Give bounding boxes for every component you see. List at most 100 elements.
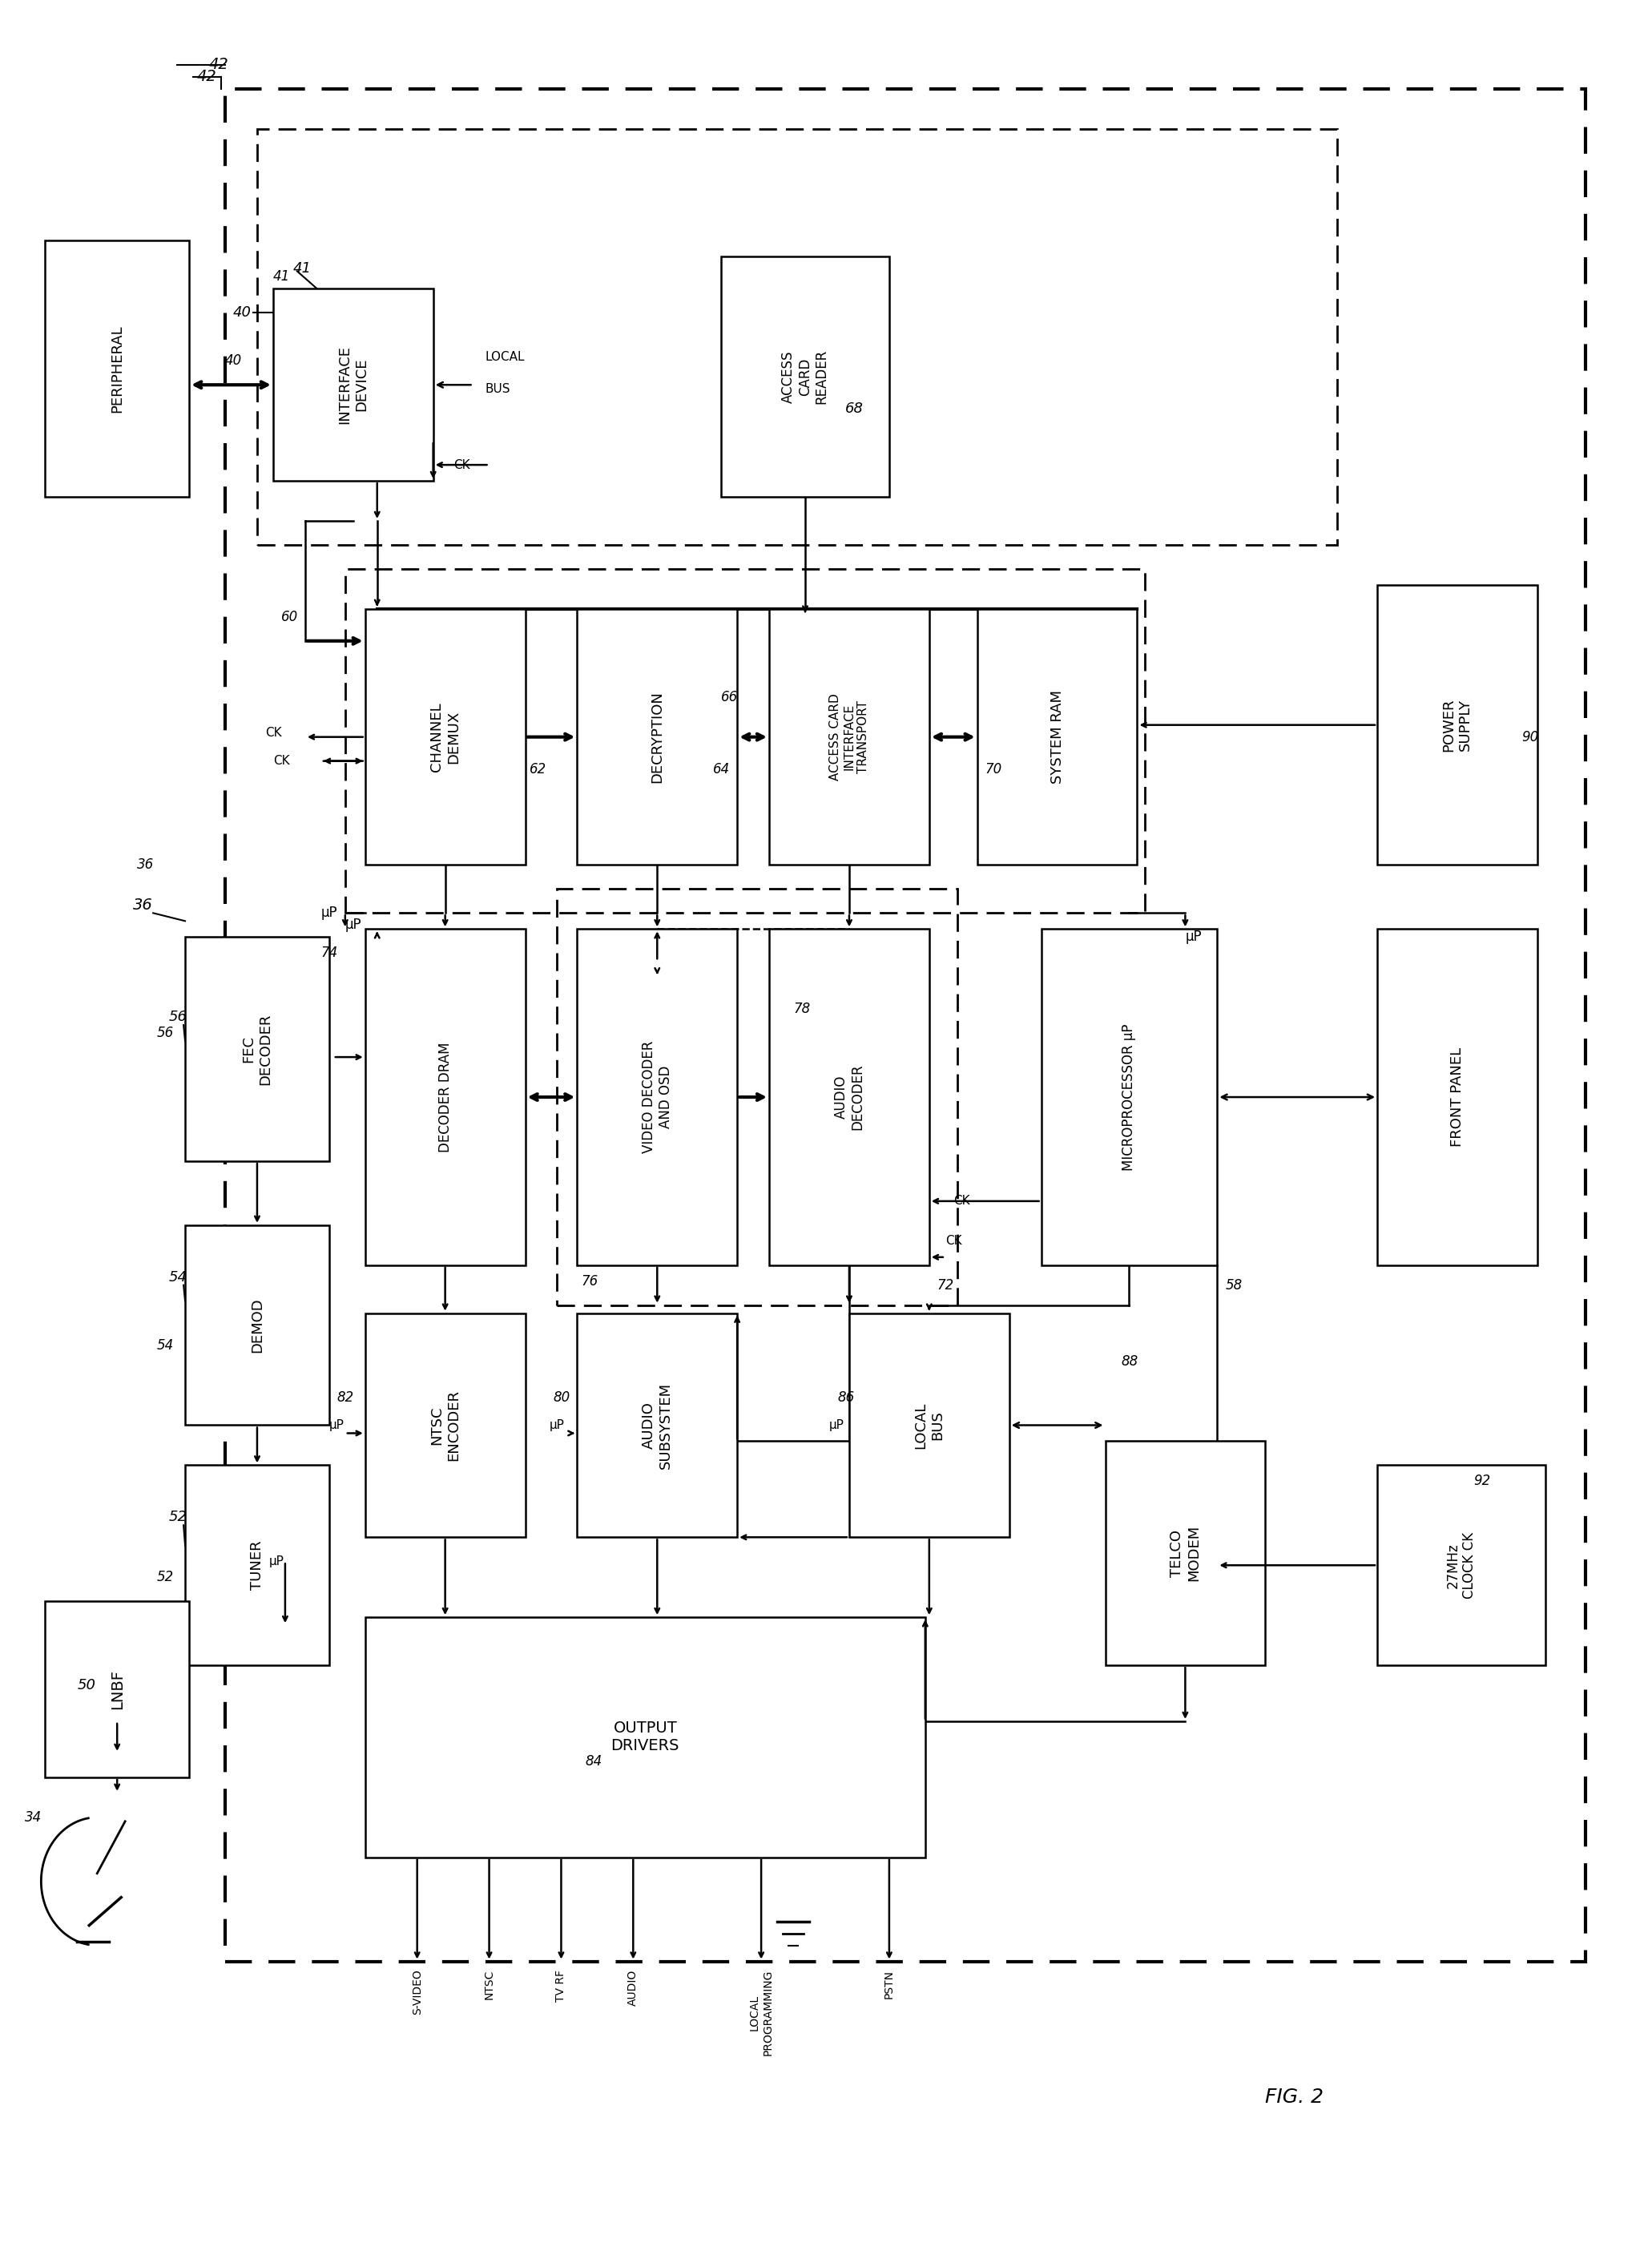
Text: ACCESS CARD
INTERFACE
TRANSPORT: ACCESS CARD INTERFACE TRANSPORT [829, 693, 869, 781]
Text: μP: μP [320, 906, 337, 920]
Text: 66: 66 [722, 691, 738, 704]
Text: 40: 40 [233, 305, 251, 321]
Text: 58: 58 [1226, 1279, 1242, 1292]
Text: 41: 41 [292, 262, 312, 276]
Text: OUTPUT
DRIVERS: OUTPUT DRIVERS [611, 1720, 679, 1754]
Text: AUDIO: AUDIO [628, 1969, 639, 2005]
Text: SYSTEM RAM: SYSTEM RAM [1051, 691, 1064, 783]
Text: 80: 80 [553, 1391, 570, 1404]
Text: TUNER: TUNER [249, 1541, 264, 1590]
Text: NTSC: NTSC [484, 1969, 494, 1999]
Bar [722, 256, 889, 498]
Text: 34: 34 [25, 1810, 43, 1824]
Text: CK: CK [273, 756, 289, 767]
Text: 52: 52 [157, 1570, 173, 1584]
Text: 56: 56 [169, 1009, 188, 1025]
Text: 41: 41 [273, 269, 291, 285]
Text: NTSC
ENCODER: NTSC ENCODER [430, 1391, 461, 1460]
Text: 86: 86 [838, 1391, 854, 1404]
Text: 76: 76 [582, 1274, 598, 1287]
Bar [185, 938, 329, 1162]
Text: AUDIO
SUBSYSTEM: AUDIO SUBSYSTEM [641, 1382, 672, 1469]
Text: 27MHz
CLOCK CK: 27MHz CLOCK CK [1446, 1532, 1477, 1599]
Text: POWER
SUPPLY: POWER SUPPLY [1442, 698, 1474, 751]
Bar [1378, 929, 1538, 1265]
Text: 92: 92 [1474, 1474, 1490, 1489]
Text: LOCAL
PROGRAMMING: LOCAL PROGRAMMING [748, 1969, 773, 2055]
Text: 36: 36 [137, 857, 154, 873]
Text: 72: 72 [937, 1279, 955, 1292]
Bar [365, 1617, 925, 1857]
Text: MICROPROCESSOR μP: MICROPROCESSOR μP [1122, 1023, 1137, 1171]
Bar [365, 929, 525, 1265]
Text: DECODER DRAM: DECODER DRAM [438, 1043, 453, 1153]
Text: LOCAL: LOCAL [486, 350, 525, 363]
Text: 84: 84 [585, 1754, 603, 1767]
Text: AUDIO
DECODER: AUDIO DECODER [834, 1063, 864, 1130]
Bar [273, 289, 433, 480]
Text: LOCAL
BUS: LOCAL BUS [914, 1402, 945, 1449]
Bar [345, 570, 1145, 913]
Text: 56: 56 [157, 1025, 173, 1041]
Text: TELCO
MODEM: TELCO MODEM [1170, 1525, 1201, 1581]
Text: ACCESS
CARD
READER: ACCESS CARD READER [781, 350, 829, 404]
Text: 64: 64 [714, 763, 730, 776]
Text: 68: 68 [846, 401, 864, 415]
Bar [849, 1312, 1009, 1536]
Bar [577, 608, 737, 866]
Bar [557, 888, 957, 1305]
Text: CK: CK [453, 460, 469, 471]
Text: CK: CK [264, 727, 281, 738]
Text: S-VIDEO: S-VIDEO [411, 1969, 423, 2014]
Text: CHANNEL
DEMUX: CHANNEL DEMUX [430, 702, 461, 772]
Text: 74: 74 [320, 947, 339, 960]
Text: FRONT PANEL: FRONT PANEL [1450, 1047, 1464, 1146]
Text: 50: 50 [78, 1678, 96, 1693]
Text: 60: 60 [281, 610, 297, 624]
Text: CK: CK [953, 1196, 970, 1207]
Text: 82: 82 [337, 1391, 354, 1404]
Bar [978, 608, 1137, 866]
Text: μP: μP [829, 1420, 844, 1431]
Bar [365, 1312, 525, 1536]
Text: 42: 42 [197, 70, 216, 85]
Text: μP: μP [548, 1420, 565, 1431]
Text: 78: 78 [793, 1003, 809, 1016]
Text: 90: 90 [1521, 729, 1538, 745]
Text: 52: 52 [169, 1510, 188, 1525]
Text: DECRYPTION: DECRYPTION [649, 691, 664, 783]
Text: 88: 88 [1122, 1355, 1138, 1368]
Text: CK: CK [945, 1236, 961, 1247]
Text: 40: 40 [225, 354, 243, 368]
Text: μP: μP [345, 917, 362, 933]
Text: 70: 70 [985, 763, 1003, 776]
Text: TV RF: TV RF [555, 1969, 567, 2001]
Bar [185, 1225, 329, 1424]
Text: PSTN: PSTN [884, 1969, 895, 1999]
Bar [1105, 1442, 1265, 1664]
Text: 54: 54 [157, 1339, 173, 1353]
Bar [185, 1465, 329, 1664]
Text: BUS: BUS [486, 384, 510, 395]
Bar [577, 1312, 737, 1536]
Bar [1378, 1465, 1545, 1664]
Text: μP: μP [269, 1554, 284, 1568]
Text: VIDEO DECODER
AND OSD: VIDEO DECODER AND OSD [641, 1041, 672, 1153]
Text: INTERFACE
DEVICE: INTERFACE DEVICE [337, 345, 368, 424]
Text: 54: 54 [169, 1270, 188, 1285]
Bar [258, 128, 1336, 545]
Bar [770, 608, 928, 866]
Text: DEMOD: DEMOD [249, 1299, 264, 1353]
Text: FIG. 2: FIG. 2 [1265, 2088, 1323, 2106]
Bar [1378, 585, 1538, 866]
Text: μP: μP [329, 1420, 344, 1431]
Text: PERIPHERAL: PERIPHERAL [111, 325, 124, 413]
Bar [1041, 929, 1218, 1265]
Text: μP: μP [1184, 931, 1201, 944]
Text: FEC
DECODER: FEC DECODER [241, 1014, 273, 1086]
Bar [365, 608, 525, 866]
Bar [45, 240, 188, 498]
Text: 36: 36 [134, 897, 154, 913]
Text: 42: 42 [210, 56, 230, 72]
Bar [770, 929, 928, 1265]
